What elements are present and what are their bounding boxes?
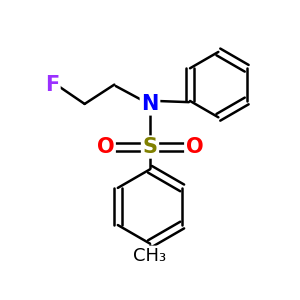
Text: N: N <box>141 94 159 114</box>
Text: S: S <box>142 137 158 157</box>
Text: O: O <box>186 137 203 157</box>
Text: CH₃: CH₃ <box>134 247 166 265</box>
Text: O: O <box>97 137 114 157</box>
Text: F: F <box>45 75 59 94</box>
